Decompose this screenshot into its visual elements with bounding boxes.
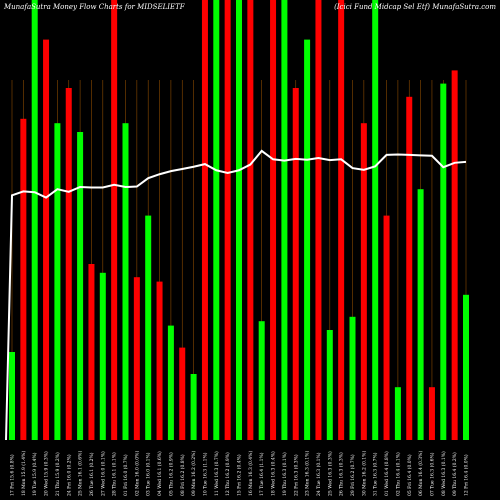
bar [236,0,242,440]
bar [417,189,424,440]
x-tick-label: 18 Wed 16.3 (0.4%) [270,451,277,496]
bar [338,0,345,440]
x-tick-label: 08 Fri 16.2 (0.8%) [179,454,186,496]
x-tick-label: 21 Thu 15.9 (0.2%) [54,452,61,496]
chart-title-left: MunafaSutra Money Flow Charts for MIDSEL… [3,3,186,11]
bar [326,330,333,440]
bar [99,272,106,440]
x-tick-label: 19 Thu 16.3 (0.1%) [281,452,288,496]
bar [247,0,254,440]
x-tick-label: 18 Mon 15.9 (1.4%) [20,451,27,496]
bar [133,277,140,440]
x-tick-label: 16 Mon 16.3 (0.4%) [247,451,254,496]
x-tick-label: 17 Fri 15.6 (0.8%) [9,454,16,496]
bar [179,347,186,440]
bar [292,88,299,440]
x-tick-label: 07 Tue 16.3 (0.6%) [428,452,435,496]
bar [31,0,38,440]
line-layer [5,149,467,441]
bar [122,123,129,440]
bar [428,387,435,440]
bar [156,281,163,440]
bar [383,215,390,440]
bar [43,39,50,440]
bar [349,316,356,440]
x-tick-label: 05 Fri 16.4 (0.0%) [406,454,413,496]
x-tick-label: 26 Tue 16.1 (0.2%) [88,452,95,496]
bar [201,0,208,440]
bar [394,387,401,440]
x-tick-label: 06 Mon 16.4 (0.3%) [417,451,424,496]
bar [145,215,152,440]
x-tick-label: 01 Wed 16.4 (0.8%) [383,451,390,496]
bar [88,264,95,440]
x-tick-label: 29 Fri 16.2 (0.7%) [349,454,356,496]
bar [77,132,84,440]
x-tick-label: 02 Thu 16.4 (0.1%) [394,452,401,496]
bar [315,0,322,440]
bar [406,96,413,441]
bar [224,0,231,440]
bars [9,0,469,441]
x-tick-label: 25 Mon 16.1 (0.6%) [77,451,84,496]
line-series [5,149,467,441]
x-tick-label: 08 Wed 16.3 (0.1%) [440,451,447,496]
x-tick-label: 24 Tue 16.3 (0.1%) [315,452,322,496]
bar [190,374,197,440]
x-tick-label: 24 Fri 16.0 (0.2%) [65,454,72,496]
bar [9,352,15,440]
x-tick-label: 12 Fri 16.4 (0.0%) [463,454,470,496]
bar [213,0,220,440]
bar [304,39,311,440]
x-tick-label: 10 Tue 16.3 (1.1%) [201,452,208,496]
bar [65,88,72,440]
x-tick-label: 30 Mon 16.2 (0.1%) [360,451,367,496]
bar [167,325,174,440]
bar [270,0,277,440]
x-tick-label: 26 Thu 16.3 (0.3%) [338,452,345,496]
x-tick-label: 28 Thu 16.1 (0.1%) [111,452,118,496]
bar [372,0,379,440]
x-tick-label: 09 Mon 16.2 (0.2%) [190,451,197,496]
tick-labels: 17 Fri 15.6 (0.8%) 18 Mon 15.9 (1.4%) 19 T… [9,451,470,496]
bar [440,83,447,440]
bar [451,70,458,441]
x-tick-label: 05 Thu 16.2 (0.9%) [167,452,174,496]
x-tick-label: 04 Wed 16.1 (0.6%) [156,451,163,496]
x-tick-label: 19 Tue 15.9 (0.4%) [31,452,38,496]
x-tick-label: 20 Wed 15.9 (0.3%) [43,451,50,496]
x-tick-label: 22 Fri 16.3 (0.3%) [292,454,299,496]
x-tick-label: 17 Tue 16.4 (1.1%) [258,452,265,496]
x-tick-label: 15 Fri 16.2 (0.4%) [236,454,243,496]
bar [258,321,265,440]
x-tick-label: 12 Thu 16.2 (0.9%) [224,452,231,496]
bar [111,0,118,440]
x-tick-label: 31 Tue 16.3 (0.7%) [372,452,379,496]
bar [20,118,27,441]
bar [360,123,367,440]
bar [54,123,61,440]
x-tick-label: 09 Thu 16.4 (0.2%) [451,452,458,496]
x-tick-label: 01 Fri 16.0 (0.7%) [122,454,129,496]
bar [281,0,288,440]
x-tick-label: 27 Wed 16.0 (0.1%) [99,451,106,496]
x-tick-label: 23 Mon 16.3 (0.1%) [304,451,311,496]
chart-title-right: (Icici Fund Midcap Sel Etf) MunafaSutra.… [334,3,496,11]
x-tick-label: 25 Wed 16.3 (0.3%) [326,451,333,496]
x-tick-label: 03 Tue 16.0 (0.1%) [145,452,152,496]
x-tick-label: 02 Mon 16.0 (0.0%) [133,451,140,496]
bar [463,294,469,440]
x-tick-label: 11 Wed 16.3 (0.7%) [213,451,220,496]
